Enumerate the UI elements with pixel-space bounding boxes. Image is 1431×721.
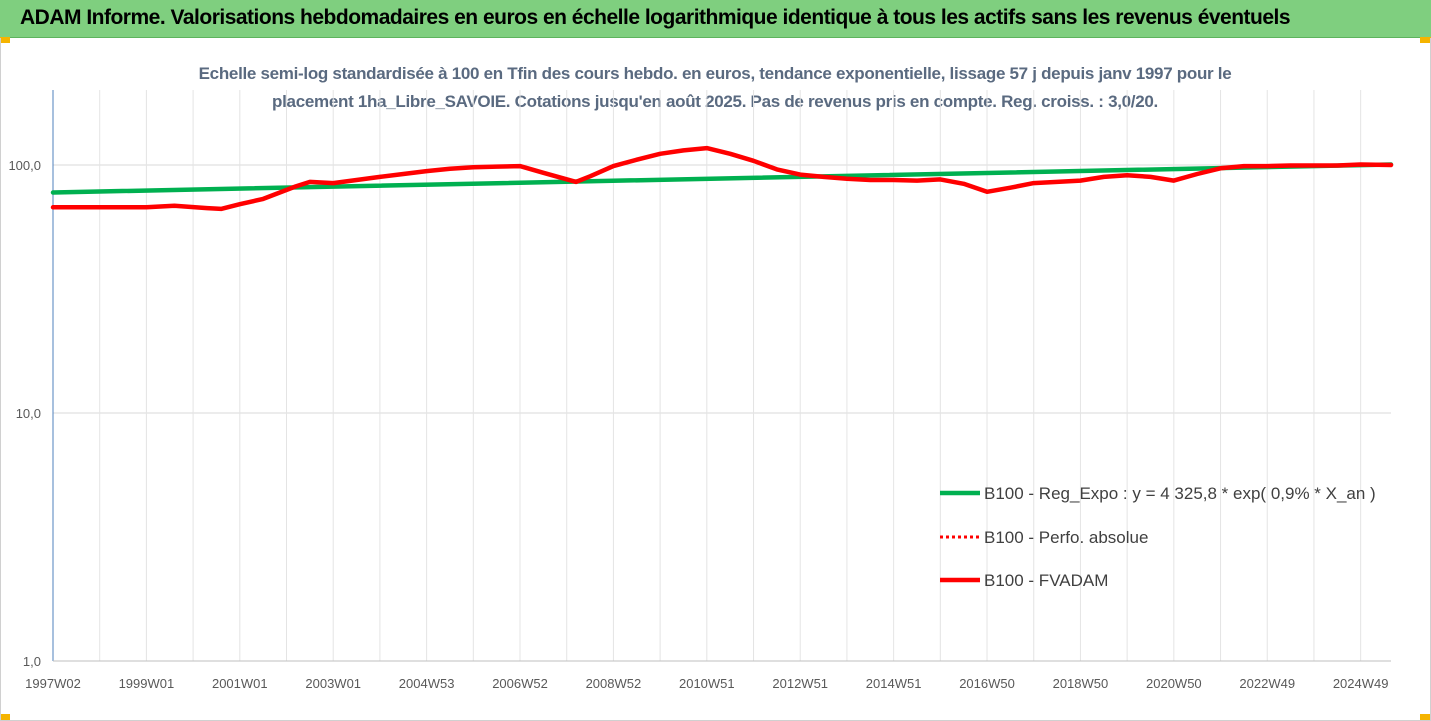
header-corner-left <box>0 37 10 43</box>
x-tick-label: 2003W01 <box>305 676 361 691</box>
legend-label-3: B100 - FVADAM <box>984 571 1108 590</box>
series-line-1 <box>50 162 1394 195</box>
x-tick-label: 2012W51 <box>772 676 828 691</box>
legend-label-2: B100 - Perfo. absolue <box>984 528 1148 547</box>
footer-corner-left <box>0 714 10 721</box>
x-tick-label: 2022W49 <box>1239 676 1295 691</box>
x-tick-label: 2004W53 <box>399 676 455 691</box>
chart-title-line-1: Echelle semi-log standardisée à 100 en T… <box>198 64 1232 83</box>
series-line-3 <box>50 145 1394 212</box>
y-tick-label: 1,0 <box>23 654 41 669</box>
header-corner-right <box>1420 37 1431 43</box>
x-tick-label: 2024W49 <box>1333 676 1389 691</box>
x-tick-label: 2016W50 <box>959 676 1015 691</box>
x-tick-label: 2014W51 <box>866 676 922 691</box>
x-tick-label: 2020W50 <box>1146 676 1202 691</box>
x-tick-label: 2008W52 <box>586 676 642 691</box>
x-tick-label: 2018W50 <box>1053 676 1109 691</box>
x-tick-label: 2006W52 <box>492 676 548 691</box>
x-tick-label: 2010W51 <box>679 676 735 691</box>
x-tick-label: 2001W01 <box>212 676 268 691</box>
x-tick-label: 1999W01 <box>119 676 175 691</box>
chart-title-line-2: placement 1ha_Libre_SAVOIE. Cotations ju… <box>272 92 1158 111</box>
report-title: ADAM Informe. Valorisations hebdomadaire… <box>20 6 1291 29</box>
report-header: ADAM Informe. Valorisations hebdomadaire… <box>0 0 1431 38</box>
legend-label-1: B100 - Reg_Expo : y = 4 325,8 * exp( 0,9… <box>984 484 1376 503</box>
footer-corner-right <box>1420 714 1431 721</box>
y-tick-label: 10,0 <box>16 406 41 421</box>
y-tick-label: 100,0 <box>8 158 41 173</box>
x-tick-label: 1997W02 <box>25 676 81 691</box>
